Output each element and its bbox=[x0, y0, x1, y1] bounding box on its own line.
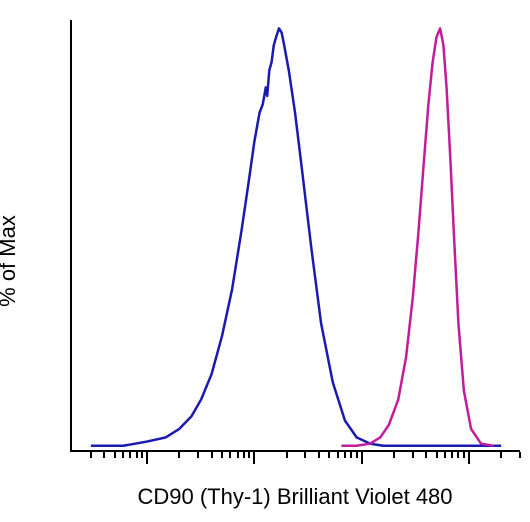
x-tick bbox=[519, 452, 521, 458]
x-tick bbox=[103, 452, 105, 458]
x-tick bbox=[361, 452, 363, 464]
x-tick bbox=[253, 452, 255, 464]
x-tick bbox=[141, 452, 143, 458]
series-stained bbox=[341, 28, 493, 445]
x-tick bbox=[337, 452, 339, 458]
x-tick bbox=[178, 452, 180, 458]
x-tick bbox=[114, 452, 116, 458]
x-tick bbox=[318, 452, 320, 458]
y-axis-label: % of Max bbox=[0, 215, 21, 307]
x-tick bbox=[90, 452, 92, 458]
x-tick bbox=[425, 452, 427, 458]
curves-svg bbox=[72, 20, 520, 450]
x-tick bbox=[328, 452, 330, 458]
x-tick bbox=[356, 452, 358, 458]
x-tick bbox=[248, 452, 250, 458]
x-tick bbox=[229, 452, 231, 458]
x-tick bbox=[412, 452, 414, 458]
x-tick bbox=[286, 452, 288, 458]
x-tick bbox=[451, 452, 453, 458]
plot-area bbox=[70, 20, 520, 452]
x-tick bbox=[468, 452, 470, 464]
x-tick bbox=[197, 452, 199, 458]
x-tick bbox=[136, 452, 138, 458]
x-tick bbox=[463, 452, 465, 458]
x-axis-label: CD90 (Thy-1) Brilliant Violet 480 bbox=[70, 484, 520, 510]
x-tick bbox=[350, 452, 352, 458]
x-tick bbox=[211, 452, 213, 458]
x-tick bbox=[304, 452, 306, 458]
x-ticks bbox=[72, 438, 520, 452]
x-tick bbox=[243, 452, 245, 458]
x-tick bbox=[129, 452, 131, 458]
x-tick bbox=[457, 452, 459, 458]
x-tick bbox=[436, 452, 438, 458]
x-tick bbox=[146, 452, 148, 464]
x-tick bbox=[444, 452, 446, 458]
x-tick bbox=[237, 452, 239, 458]
series-control bbox=[91, 28, 501, 445]
x-tick bbox=[393, 452, 395, 458]
x-tick bbox=[122, 452, 124, 458]
x-tick bbox=[344, 452, 346, 458]
x-tick bbox=[500, 452, 502, 458]
flow-cytometry-histogram: % of Max CD90 (Thy-1) Brilliant Violet 4… bbox=[0, 0, 530, 522]
x-tick bbox=[221, 452, 223, 458]
